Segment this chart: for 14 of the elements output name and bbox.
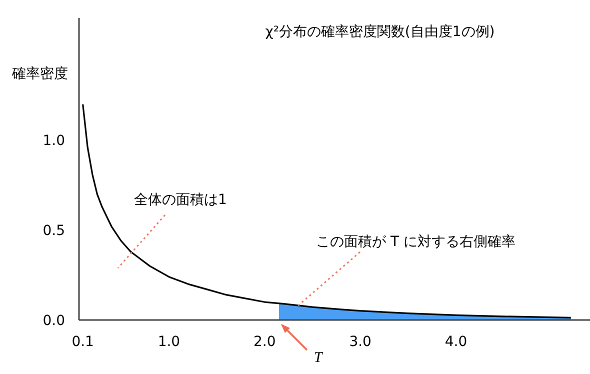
annotation: T xyxy=(314,350,324,366)
y-tick-label: 0.5 xyxy=(42,223,65,240)
y-tick-label: 0.0 xyxy=(42,313,65,329)
x-tick-label: 1.0 xyxy=(158,334,180,350)
annotation: 全体の面積は1 xyxy=(134,192,227,208)
text: χ²分布の確率密度関数(自由度1の例) xyxy=(265,24,495,40)
y-tick-label: 1.0 xyxy=(42,133,65,150)
y-axis-title: 確率密度 xyxy=(11,66,68,82)
annotation: この面積が T に対する右側確率 xyxy=(316,234,516,250)
x-tick-label: 2.0 xyxy=(254,334,276,350)
x-tick-label: 0.1 xyxy=(72,334,94,350)
x-tick-label: 4.0 xyxy=(444,334,468,350)
line-series xyxy=(82,103,572,318)
x-tick-label: 3.0 xyxy=(349,334,372,350)
